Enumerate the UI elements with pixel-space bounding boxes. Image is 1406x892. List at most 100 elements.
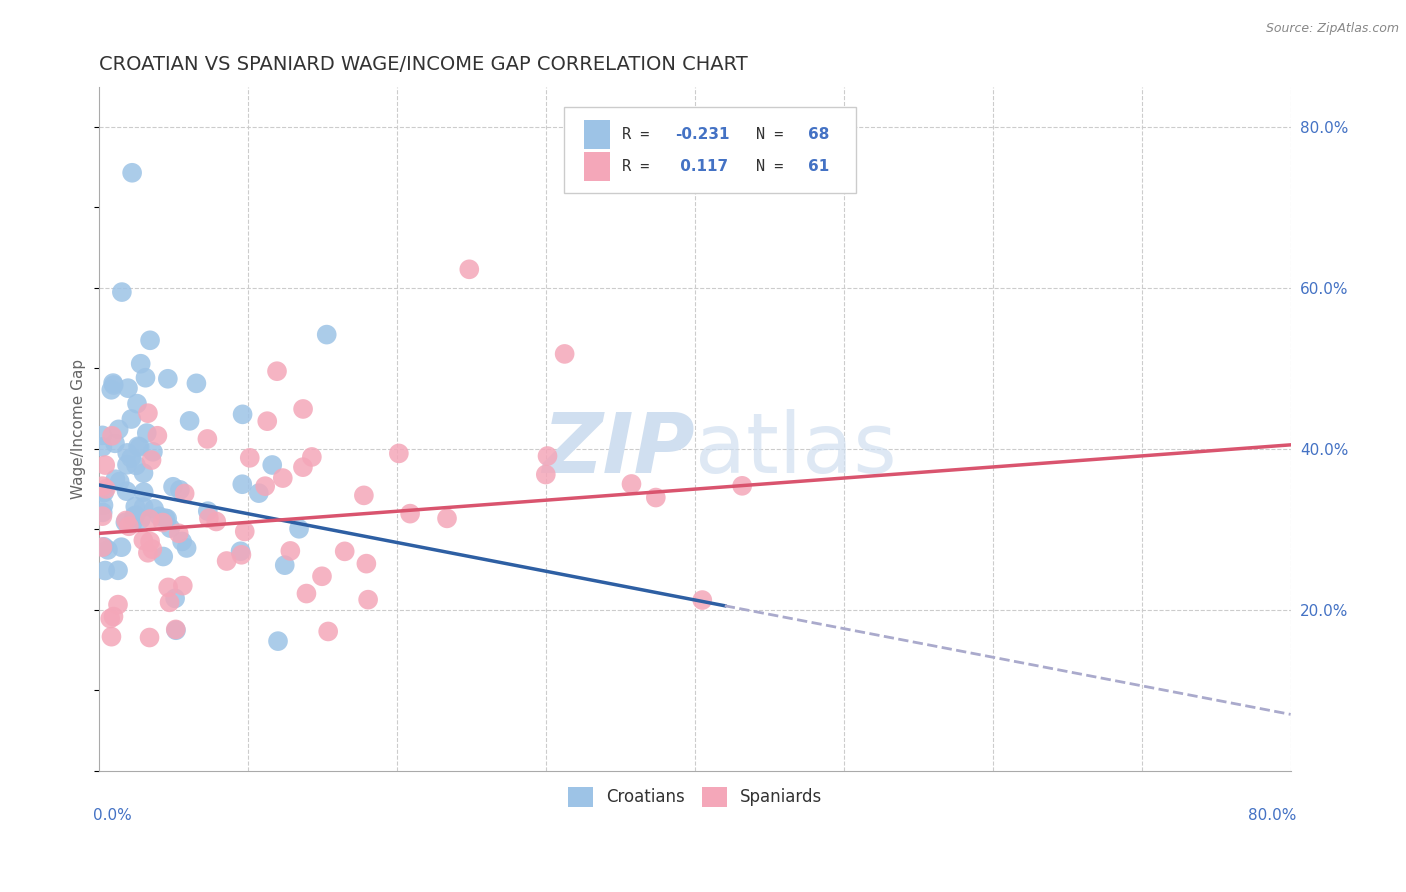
Point: [152, 516, 174, 530]
Point: [115, 446, 138, 460]
Point: [104, 472, 127, 486]
Point: [215, 554, 238, 568]
Point: [100, 630, 122, 644]
Point: [172, 579, 194, 593]
Point: [91, 440, 114, 454]
Legend: Croatians, Spaniards: Croatians, Spaniards: [561, 780, 830, 814]
Point: [135, 425, 157, 440]
Point: [167, 526, 190, 541]
Point: [233, 524, 256, 539]
FancyBboxPatch shape: [585, 120, 610, 149]
Point: [101, 429, 124, 443]
Point: [254, 479, 277, 493]
Point: [554, 347, 576, 361]
Point: [91, 540, 114, 554]
Point: [165, 624, 187, 638]
Point: [138, 631, 160, 645]
Point: [118, 519, 141, 533]
Point: [274, 558, 297, 573]
Point: [165, 623, 187, 637]
Point: [103, 609, 125, 624]
Point: [125, 458, 148, 473]
Point: [107, 422, 129, 436]
Point: [620, 477, 643, 491]
Point: [132, 466, 155, 480]
Point: [115, 514, 138, 528]
Point: [262, 458, 284, 472]
Point: [117, 381, 139, 395]
Point: [142, 445, 165, 459]
Point: [266, 364, 288, 378]
Point: [101, 376, 124, 390]
Point: [91, 479, 114, 493]
Point: [129, 512, 152, 526]
Point: [292, 401, 315, 416]
Point: [139, 333, 162, 347]
FancyBboxPatch shape: [585, 153, 610, 181]
Point: [91, 505, 114, 519]
FancyBboxPatch shape: [564, 107, 856, 193]
Point: [156, 511, 179, 525]
Point: [115, 484, 138, 499]
Point: [114, 516, 136, 530]
Text: 80.0%: 80.0%: [1249, 808, 1296, 823]
Point: [232, 408, 254, 422]
Text: N =: N =: [756, 128, 792, 142]
Point: [98, 611, 121, 625]
Point: [100, 383, 122, 397]
Point: [229, 544, 252, 558]
Point: [159, 521, 181, 535]
Point: [115, 458, 138, 472]
Point: [94, 564, 117, 578]
Point: [136, 406, 159, 420]
Point: [143, 501, 166, 516]
Point: [458, 262, 481, 277]
Point: [148, 509, 170, 524]
Point: [288, 522, 311, 536]
Point: [141, 542, 163, 557]
Point: [136, 546, 159, 560]
Point: [120, 450, 142, 465]
Point: [315, 327, 337, 342]
Point: [388, 446, 411, 460]
Point: [104, 436, 127, 450]
Point: [169, 483, 191, 497]
Point: [311, 569, 333, 583]
Point: [107, 563, 129, 577]
Point: [124, 508, 146, 523]
Point: [93, 540, 115, 554]
Point: [91, 428, 114, 442]
Point: [690, 593, 713, 607]
Text: 0.117: 0.117: [675, 160, 728, 174]
Point: [162, 480, 184, 494]
Point: [94, 458, 117, 472]
Point: [239, 450, 262, 465]
Point: [132, 485, 155, 500]
Point: [198, 511, 221, 525]
Point: [132, 533, 155, 548]
Point: [110, 540, 132, 554]
Point: [129, 357, 152, 371]
Point: [127, 439, 149, 453]
Point: [93, 498, 115, 512]
Point: [103, 378, 125, 392]
Point: [353, 488, 375, 502]
Point: [122, 510, 145, 524]
Point: [333, 544, 356, 558]
Y-axis label: Wage/Income Gap: Wage/Income Gap: [72, 359, 86, 499]
Point: [141, 453, 163, 467]
Point: [125, 397, 148, 411]
Point: [121, 516, 143, 530]
Point: [731, 479, 754, 493]
Point: [94, 482, 117, 496]
Point: [231, 548, 253, 562]
Point: [231, 477, 253, 491]
Point: [146, 428, 169, 442]
Point: [165, 591, 187, 606]
Point: [159, 595, 181, 609]
Point: [128, 440, 150, 454]
Point: [132, 500, 155, 514]
Point: [139, 534, 162, 549]
Text: N =: N =: [756, 160, 792, 174]
Point: [357, 592, 380, 607]
